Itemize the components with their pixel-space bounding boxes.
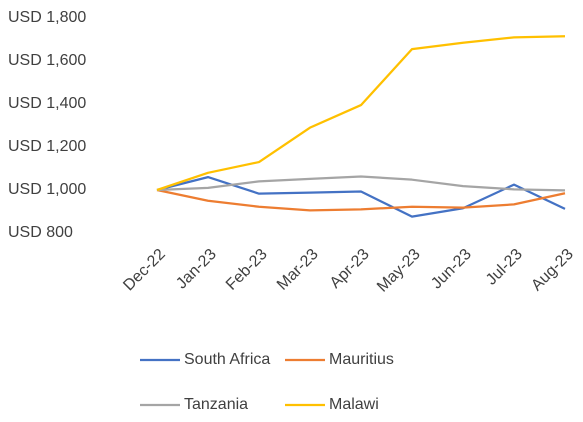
x-tick-label: Jun-23 [428, 246, 475, 293]
series-line [156, 175, 566, 192]
x-tick-label: Apr-23 [327, 246, 373, 292]
x-tick-label: Dec-22 [120, 246, 169, 295]
series-line [156, 188, 566, 212]
x-tick-label: Jan-23 [173, 246, 220, 293]
series-line [156, 175, 566, 218]
x-tick-label: Mar-23 [274, 246, 322, 294]
x-tick-label: Aug-23 [528, 246, 577, 295]
y-tick-label: USD 1,600 [8, 52, 86, 69]
legend-label: Mauritius [329, 351, 394, 368]
y-tick-label: USD 1,800 [8, 9, 86, 26]
legend-label: South Africa [184, 351, 270, 368]
legend-label: Malawi [329, 396, 379, 413]
y-tick-label: USD 1,200 [8, 138, 86, 155]
series-line [156, 35, 566, 192]
legend-label: Tanzania [184, 396, 248, 413]
x-tick-label: Jul-23 [483, 246, 526, 289]
y-tick-label: USD 1,000 [8, 181, 86, 198]
y-tick-label: USD 800 [8, 224, 73, 241]
x-tick-label: Feb-23 [223, 246, 271, 294]
x-tick-label: May-23 [374, 246, 424, 296]
y-tick-label: USD 1,400 [8, 95, 86, 112]
